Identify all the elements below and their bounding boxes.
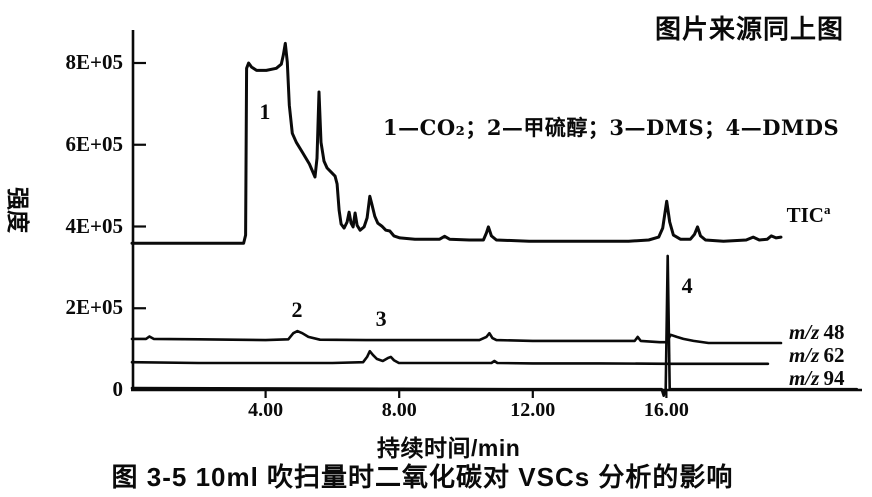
trace-mz94 (130, 254, 859, 397)
peak-label-4: 4 (681, 272, 693, 298)
image-source-note: 图片来源同上图 (654, 14, 844, 44)
trace-mz48 (130, 329, 783, 345)
x-tick-label: 8.00 (381, 399, 417, 421)
y-tick-label: 4E+05 (65, 213, 123, 238)
y-axis-title-wrap: 强度 (2, 181, 38, 239)
y-tick-label: 2E+05 (65, 295, 123, 320)
trace-mz62 (130, 349, 770, 366)
series-label-mz94: m/z 94 (788, 366, 845, 391)
x-tick-label: 4.00 (248, 399, 284, 421)
x-axis-title: 持续时间/min (377, 435, 521, 461)
figure-caption: 图 3-5 10ml 吹扫量时二氧化碳对 VSCs 分析的影响 (111, 462, 734, 492)
peak-label-3: 3 (375, 306, 387, 332)
peak-label-1: 1 (259, 98, 271, 124)
peak-legend-note: 1—CO₂；2—甲硫醇；3—DMS；4—DMDS (383, 115, 840, 140)
peak-label-2: 2 (291, 297, 303, 323)
series-label-tic: TICa (786, 201, 831, 227)
x-tick-label: 16.00 (643, 399, 689, 421)
y-axis-title: 强度 (5, 187, 31, 233)
trace-tic (130, 41, 783, 245)
y-tick-label: 0 (112, 377, 124, 401)
series-label-mz62: m/z 62 (788, 342, 845, 367)
y-tick-label: 8E+05 (65, 50, 123, 74)
x-tick-label: 12.00 (510, 399, 556, 421)
series-label-mz48: m/z 48 (788, 320, 845, 344)
y-tick-label: 6E+05 (65, 131, 123, 156)
